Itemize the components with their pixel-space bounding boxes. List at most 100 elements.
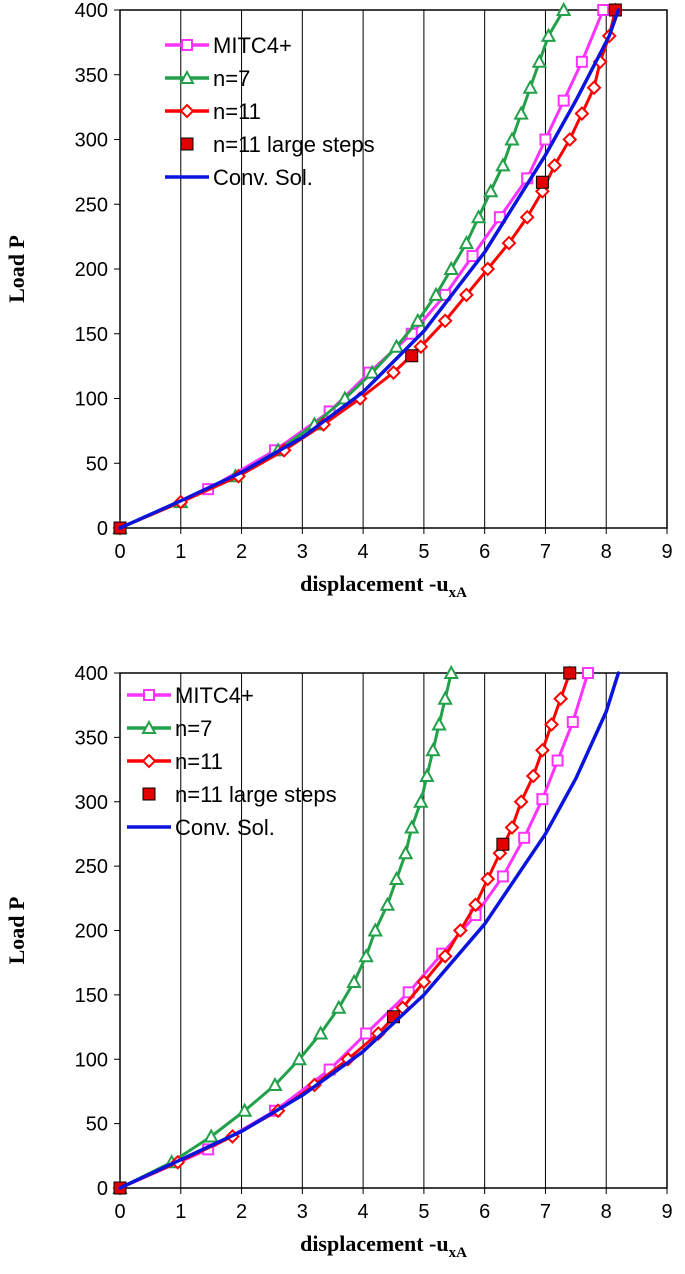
legend-label: MITC4+ [175, 683, 254, 708]
data-point [331, 999, 347, 1014]
legend: MITC4+ n=7 n=11 n=11 large steps Conv. Sol. [127, 683, 337, 840]
data-point [312, 1025, 329, 1040]
x-tick-label: 6 [479, 541, 490, 563]
data-point [553, 691, 569, 707]
data-point [547, 157, 562, 173]
legend-item: MITC4+ [127, 683, 254, 708]
y-tick-label: 400 [75, 663, 108, 685]
y-tick-label: 200 [75, 259, 108, 281]
y-axis-label: Load P [4, 235, 29, 303]
data-point [581, 667, 594, 679]
data-point [557, 94, 570, 107]
legend-item: n=11 [127, 749, 223, 774]
data-point [413, 793, 429, 808]
data-point [459, 287, 474, 303]
x-tick-label: 7 [540, 541, 551, 563]
legend-item: MITC4+ [165, 33, 292, 58]
y-tick-label: 150 [75, 985, 108, 1007]
x-tick-label: 4 [358, 1201, 369, 1223]
data-point [496, 837, 510, 851]
x-tick-label: 7 [540, 1201, 551, 1223]
data-point [388, 338, 405, 353]
legend-marker [141, 753, 157, 769]
series-line [119, 672, 453, 1190]
data-point [597, 4, 610, 16]
legend-item: Conv. Sol. [165, 165, 313, 190]
data-point [468, 897, 483, 913]
y-tick-label: 250 [75, 856, 108, 878]
data-point [203, 1128, 219, 1143]
legend-swatch [142, 787, 156, 801]
y-tick-label: 350 [75, 65, 108, 87]
y-tick-label: 150 [75, 324, 108, 346]
data-point [566, 715, 579, 728]
data-point [458, 235, 475, 250]
data-point [410, 312, 426, 327]
data-point [544, 717, 559, 732]
series-conv-sol- [118, 8, 621, 530]
data-point [574, 106, 590, 122]
y-tick-label: 0 [97, 1178, 108, 1200]
legend-item: n=7 [165, 66, 250, 91]
data-point [425, 742, 441, 757]
legend-swatch [180, 137, 194, 151]
series-n-11 [112, 665, 578, 1196]
legend-label: n=11 [175, 749, 223, 774]
legend-label: MITC4+ [213, 33, 292, 58]
data-point [437, 313, 453, 329]
data-point [428, 286, 444, 301]
data-point [496, 870, 509, 883]
x-tick-label: 8 [601, 541, 612, 563]
legend-label: Conv. Sol. [175, 815, 275, 840]
data-point [379, 896, 396, 911]
x-tick-label: 6 [479, 1201, 490, 1223]
legend-marker [179, 69, 195, 84]
data-point [480, 261, 496, 277]
legend-label: n=11 large steps [175, 782, 337, 807]
data-point [470, 209, 487, 224]
series-line [119, 9, 617, 530]
series-mitc4- [114, 667, 594, 1194]
legend-item: Conv. Sol. [127, 815, 275, 840]
data-point [504, 820, 520, 835]
data-point [483, 183, 499, 198]
data-point [443, 260, 459, 275]
legend-item: n=11 large steps [180, 132, 375, 157]
y-tick-label: 50 [86, 453, 108, 475]
series-mitc4- [114, 4, 610, 534]
x-tick-label: 1 [175, 541, 186, 563]
data-point [388, 870, 405, 885]
data-point [405, 349, 419, 363]
data-point [535, 175, 549, 189]
data-point [536, 793, 549, 806]
data-point [562, 132, 578, 147]
data-point [360, 1027, 373, 1040]
data-point [531, 53, 548, 68]
y-tick-label: 300 [75, 792, 108, 814]
data-point [519, 209, 535, 225]
data-point [364, 364, 380, 379]
series-line [119, 9, 565, 530]
data-point [236, 1102, 253, 1117]
y-axis-label: Load P [4, 897, 29, 965]
data-point [525, 768, 541, 784]
data-point [540, 27, 557, 42]
x-tick-label: 0 [114, 1201, 125, 1223]
x-axis-label-subscript: xA [449, 1245, 468, 1261]
x-axis-label: displacement -uxA [300, 571, 467, 601]
x-axis-label-subscript: xA [449, 585, 468, 601]
y-tick-label: 300 [75, 130, 108, 152]
legend: MITC4+ n=7 n=11 n=11 large steps Conv. Sol. [165, 33, 375, 190]
data-point [466, 250, 479, 263]
data-point [443, 664, 459, 679]
x-tick-label: 5 [418, 541, 429, 563]
vertical-gridlines [180, 673, 607, 1188]
plot-frame [119, 9, 668, 529]
x-tick-label: 3 [297, 541, 308, 563]
data-point [267, 1076, 283, 1091]
data-point [386, 365, 401, 381]
legend-label: n=11 large steps [213, 132, 375, 157]
x-tick-label: 1 [175, 1201, 186, 1223]
data-point [416, 974, 432, 990]
data-point [495, 157, 511, 172]
